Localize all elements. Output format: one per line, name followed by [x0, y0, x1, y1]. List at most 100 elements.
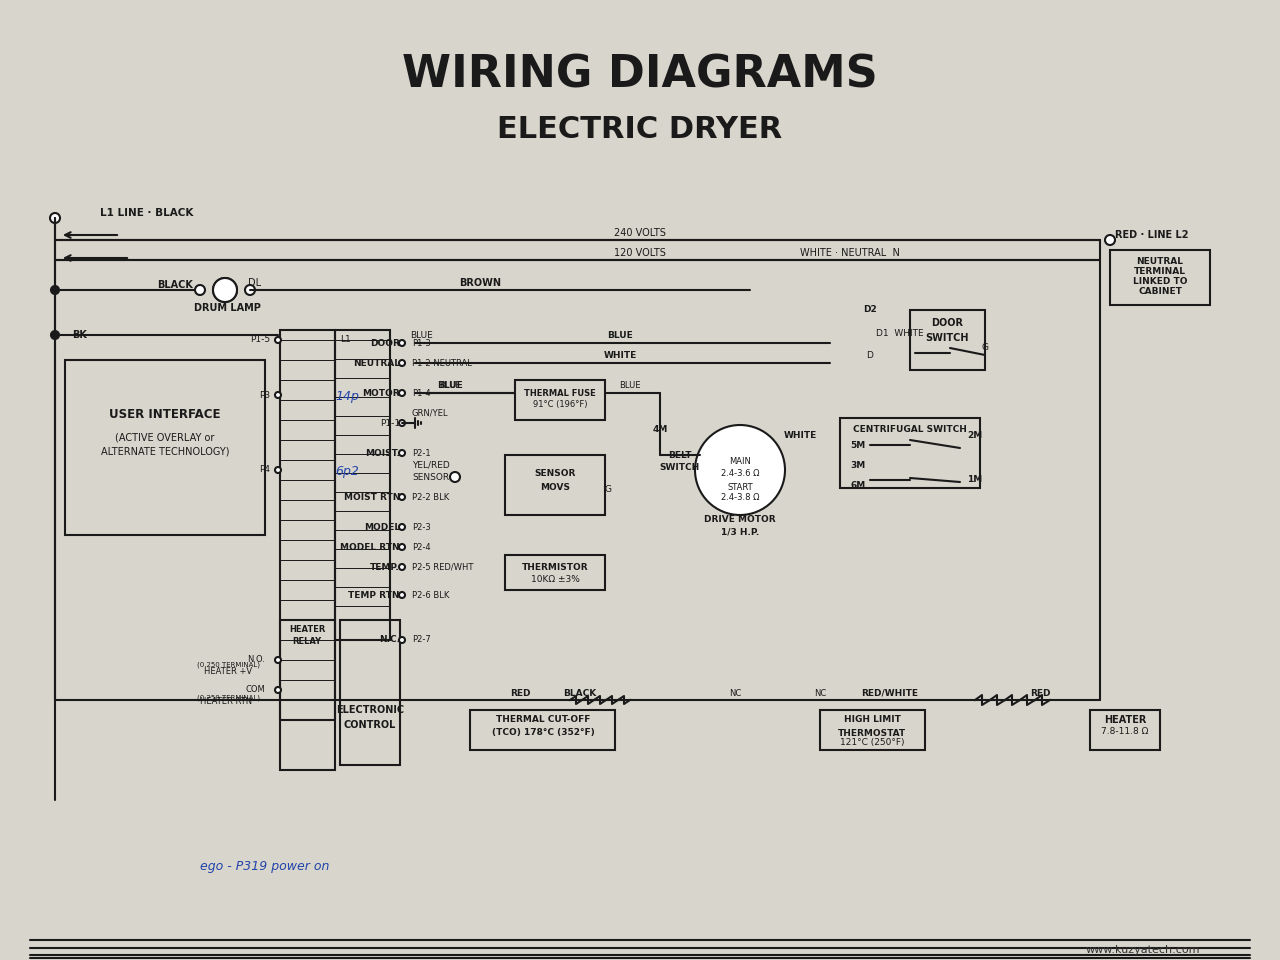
Text: COM: COM: [246, 685, 265, 694]
Text: YEL/RED: YEL/RED: [412, 461, 449, 469]
Text: BLACK: BLACK: [157, 280, 193, 290]
Bar: [280, 620, 335, 720]
Circle shape: [451, 472, 460, 482]
Circle shape: [212, 278, 237, 302]
Text: www.kuzyatech.com: www.kuzyatech.com: [1085, 945, 1201, 955]
Circle shape: [399, 592, 404, 598]
Text: BLUE: BLUE: [438, 381, 463, 391]
Text: G: G: [982, 344, 988, 352]
Text: P1-1: P1-1: [380, 419, 399, 427]
Text: CONTROL: CONTROL: [344, 720, 397, 730]
Text: THERMAL CUT-OFF: THERMAL CUT-OFF: [495, 715, 590, 725]
Text: WIRING DIAGRAMS: WIRING DIAGRAMS: [402, 54, 878, 97]
Text: CENTRIFUGAL SWITCH: CENTRIFUGAL SWITCH: [852, 425, 966, 435]
Text: 10KΩ ±3%: 10KΩ ±3%: [531, 575, 580, 585]
Circle shape: [1105, 235, 1115, 245]
Text: ELECTRIC DRYER: ELECTRIC DRYER: [498, 115, 782, 145]
Text: 6p2: 6p2: [335, 465, 358, 478]
Text: TERMINAL: TERMINAL: [1134, 268, 1187, 276]
Text: D1  WHITE: D1 WHITE: [877, 328, 924, 338]
Text: BLACK: BLACK: [563, 688, 596, 698]
Text: P2-5 RED/WHT: P2-5 RED/WHT: [412, 563, 474, 571]
Text: BLUE: BLUE: [439, 381, 461, 391]
Circle shape: [399, 524, 404, 530]
Text: THERMAL FUSE: THERMAL FUSE: [524, 389, 596, 397]
Text: P2-6 BLK: P2-6 BLK: [412, 590, 449, 599]
Circle shape: [212, 278, 237, 302]
Text: ego - P319 power on: ego - P319 power on: [200, 860, 329, 873]
Text: USER INTERFACE: USER INTERFACE: [109, 409, 220, 421]
Bar: [1091, 710, 1160, 750]
Text: HEATER +V: HEATER +V: [204, 667, 252, 677]
Text: SENSOR: SENSOR: [412, 472, 449, 482]
Circle shape: [399, 637, 404, 643]
Bar: [506, 455, 605, 515]
Text: NC: NC: [728, 688, 741, 698]
Text: 120 VOLTS: 120 VOLTS: [614, 248, 666, 258]
Text: 240 VOLTS: 240 VOLTS: [614, 228, 666, 238]
Text: MAIN: MAIN: [730, 458, 751, 467]
Text: (TCO) 178°C (352°F): (TCO) 178°C (352°F): [492, 729, 594, 737]
Text: D2: D2: [863, 305, 877, 315]
Text: P2-7: P2-7: [412, 636, 431, 644]
Text: N.C.: N.C.: [379, 636, 399, 644]
Text: P4: P4: [259, 466, 270, 474]
Bar: [335, 330, 390, 640]
Circle shape: [399, 390, 404, 396]
Circle shape: [399, 340, 404, 346]
Text: WHITE: WHITE: [603, 351, 636, 361]
Text: P3: P3: [259, 391, 270, 399]
Text: RED: RED: [1029, 688, 1051, 698]
Text: THERMISTOR: THERMISTOR: [522, 564, 589, 572]
Text: GRN/YEL: GRN/YEL: [412, 409, 448, 418]
Circle shape: [399, 544, 404, 550]
Text: SWITCH: SWITCH: [660, 463, 700, 471]
Text: 14p: 14p: [335, 390, 358, 403]
Text: L1: L1: [340, 335, 351, 345]
Text: BLUE: BLUE: [410, 331, 433, 341]
Circle shape: [195, 285, 205, 295]
Circle shape: [695, 425, 785, 515]
Text: (0.250 TERMINAL): (0.250 TERMINAL): [197, 695, 260, 701]
Text: L1 LINE · BLACK: L1 LINE · BLACK: [100, 208, 193, 218]
Circle shape: [50, 213, 60, 223]
Bar: [820, 710, 925, 750]
Text: MOVS: MOVS: [540, 483, 570, 492]
Bar: [506, 555, 605, 590]
Bar: [280, 330, 335, 770]
Bar: [470, 710, 614, 750]
Text: RELAY: RELAY: [292, 637, 321, 646]
Text: NEUTRAL: NEUTRAL: [353, 358, 399, 368]
Bar: [840, 418, 980, 488]
Text: CABINET: CABINET: [1138, 287, 1181, 297]
Text: HEATER RTN: HEATER RTN: [200, 698, 252, 707]
Text: HEATER: HEATER: [289, 626, 325, 635]
Text: TEMP RTN: TEMP RTN: [348, 590, 399, 599]
Text: 2M: 2M: [968, 430, 983, 440]
Text: BROWN: BROWN: [460, 278, 500, 288]
Text: HEATER: HEATER: [1103, 715, 1146, 725]
Text: HIGH LIMIT: HIGH LIMIT: [844, 715, 900, 725]
Circle shape: [399, 450, 404, 456]
Text: DRUM LAMP: DRUM LAMP: [193, 303, 260, 313]
Text: ALTERNATE TECHNOLOGY): ALTERNATE TECHNOLOGY): [101, 447, 229, 457]
Text: (ACTIVE OVERLAY or: (ACTIVE OVERLAY or: [115, 432, 215, 442]
Text: DOOR: DOOR: [931, 318, 963, 328]
Text: 4M: 4M: [653, 425, 668, 435]
Text: START: START: [727, 484, 753, 492]
Text: G: G: [604, 486, 612, 494]
Circle shape: [275, 392, 282, 398]
Circle shape: [275, 687, 282, 693]
Circle shape: [399, 494, 404, 500]
Bar: [515, 380, 605, 420]
Text: 2.4-3.6 Ω: 2.4-3.6 Ω: [721, 468, 759, 477]
Circle shape: [399, 360, 404, 366]
Text: P2-1: P2-1: [412, 448, 430, 458]
Text: (0.250 TERMINAL): (0.250 TERMINAL): [197, 661, 260, 668]
Text: MODEL RTN: MODEL RTN: [340, 542, 399, 551]
Text: BK: BK: [72, 330, 87, 340]
Circle shape: [275, 657, 282, 663]
Circle shape: [399, 420, 404, 426]
Text: P1-2 NEUTRAL: P1-2 NEUTRAL: [412, 358, 472, 368]
Text: SWITCH: SWITCH: [925, 333, 969, 343]
